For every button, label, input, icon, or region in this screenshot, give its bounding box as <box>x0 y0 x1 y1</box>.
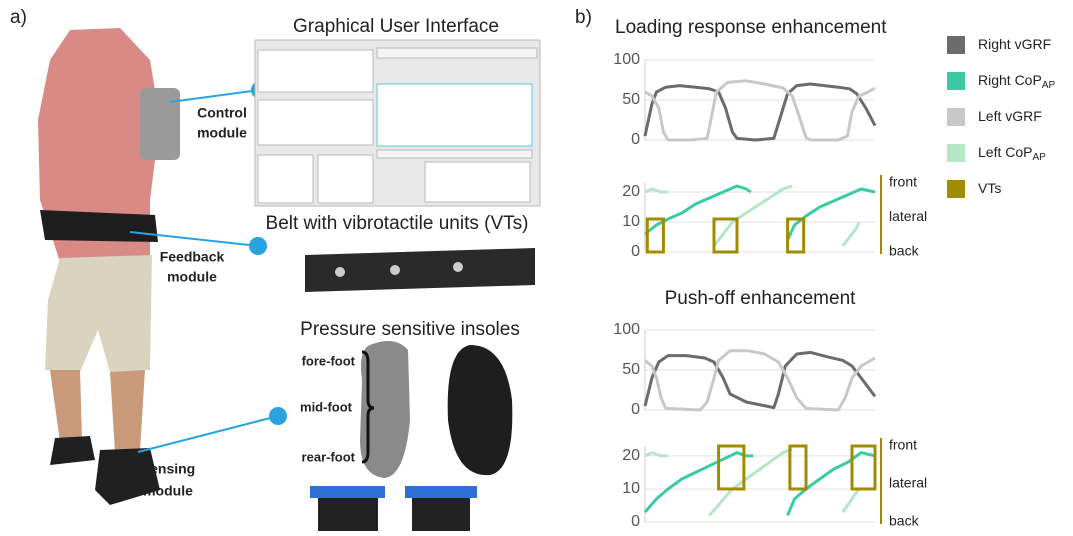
data-line <box>645 84 875 140</box>
legend-name: Left vGRF <box>978 108 1042 124</box>
module-label: module <box>143 483 193 499</box>
y-tick-label: 0 <box>631 401 640 418</box>
panel-label: a) <box>10 7 27 28</box>
legend-name: Right vGRF <box>978 36 1051 52</box>
data-line <box>645 453 875 516</box>
marker-dot <box>269 407 287 425</box>
legend-label: Right CoPAP <box>978 72 1055 91</box>
module-label: module <box>167 269 217 285</box>
legend-label: Right vGRF <box>978 36 1051 52</box>
foot-region: mid-foot <box>300 399 353 414</box>
legend-name: VTs <box>978 180 1001 196</box>
legend-sub: AP <box>1042 80 1056 91</box>
marker-dot <box>249 237 267 255</box>
legend-name: Right CoP <box>978 72 1042 88</box>
section-title: Belt with vibrotactile units (VTs) <box>266 213 529 234</box>
legend-swatch <box>947 180 965 198</box>
foot-region: fore-foot <box>302 353 356 368</box>
side-label: back <box>889 243 920 259</box>
y-tick-label: 20 <box>622 447 640 464</box>
y-tick-label: 10 <box>622 480 640 497</box>
legend-swatch <box>947 36 965 54</box>
y-tick-label: 0 <box>631 131 640 148</box>
side-label: front <box>889 437 917 453</box>
figure: a) Control module Feedback module Sensin… <box>0 0 1073 531</box>
side-label: lateral <box>889 475 927 491</box>
legend-name: Left CoP <box>978 144 1032 160</box>
legend-label: Left CoPAP <box>978 144 1046 163</box>
legend-label: VTs <box>978 180 1001 196</box>
module-label: module <box>197 125 247 141</box>
legend-sub: AP <box>1032 152 1046 163</box>
data-line <box>645 186 875 240</box>
y-tick-label: 50 <box>622 91 640 108</box>
legend-swatch <box>947 144 965 162</box>
panel-label: b) <box>575 7 592 28</box>
shoe-photo <box>448 345 513 475</box>
foot-region: rear-foot <box>302 449 356 464</box>
y-tick-label: 100 <box>613 321 640 338</box>
legend-label: Left vGRF <box>978 108 1042 124</box>
chart-title: Loading response enhancement <box>615 17 887 38</box>
section-title: Pressure sensitive insoles <box>300 319 520 340</box>
section-title: Graphical User Interface <box>293 16 499 37</box>
y-tick-label: 50 <box>622 361 640 378</box>
y-tick-label: 10 <box>622 213 640 230</box>
belt-photo <box>305 248 535 292</box>
data-line <box>645 81 875 140</box>
module-label: Sensing <box>141 461 195 477</box>
gui-screenshot <box>255 40 540 206</box>
y-tick-label: 20 <box>622 183 640 200</box>
y-tick-label: 0 <box>631 513 640 530</box>
sensor-photo <box>310 486 477 531</box>
side-label: back <box>889 513 920 529</box>
person-photo <box>38 28 180 505</box>
module-label: Control <box>197 105 247 121</box>
chart-title: Push-off enhancement <box>665 288 857 309</box>
side-label: front <box>889 174 917 190</box>
y-tick-label: 100 <box>613 51 640 68</box>
vt-box <box>714 219 737 252</box>
y-tick-label: 0 <box>631 243 640 260</box>
module-label: Feedback <box>160 249 225 265</box>
data-line <box>645 352 875 407</box>
legend-swatch <box>947 72 965 90</box>
legend-swatch <box>947 108 965 126</box>
vt-box <box>790 446 806 489</box>
side-label: lateral <box>889 208 927 224</box>
